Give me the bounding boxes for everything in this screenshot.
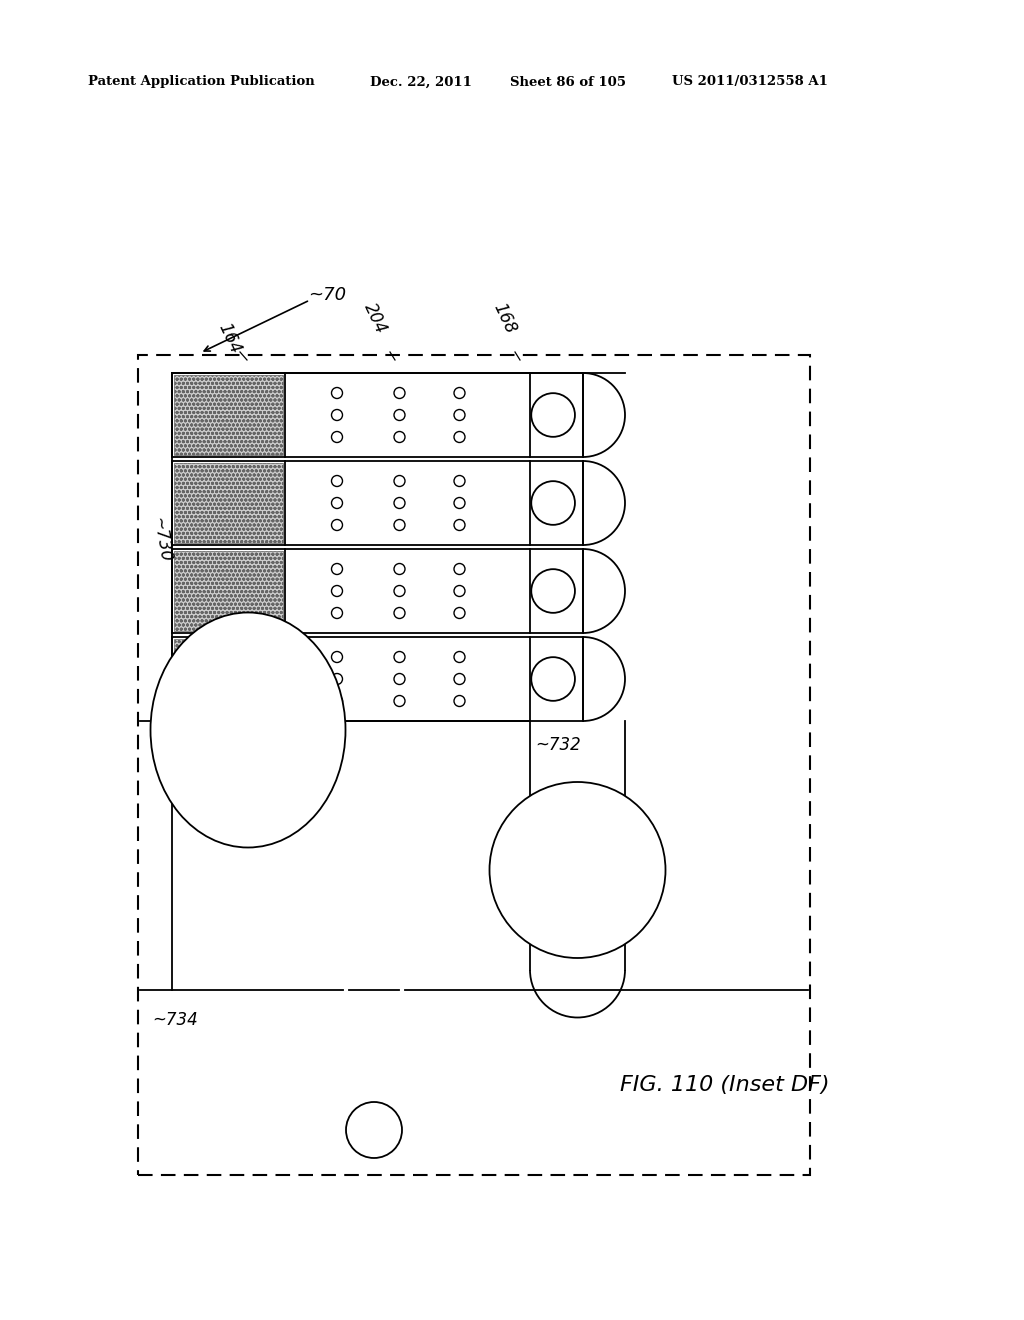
Text: ~730: ~730: [148, 516, 174, 564]
Text: 204: 204: [360, 300, 390, 337]
Ellipse shape: [151, 612, 345, 847]
Text: FIG. 110 (Inset DF): FIG. 110 (Inset DF): [620, 1074, 829, 1096]
Text: 736: 736: [232, 772, 263, 808]
Text: ~70: ~70: [308, 286, 346, 304]
Text: Patent Application Publication: Patent Application Publication: [88, 75, 314, 88]
Text: ~734: ~734: [152, 1011, 198, 1030]
Text: US 2011/0312558 A1: US 2011/0312558 A1: [672, 75, 827, 88]
Bar: [138, 355, 810, 1175]
Bar: [172, 638, 583, 721]
Bar: [174, 463, 283, 543]
Text: ~732: ~732: [535, 737, 581, 754]
Text: 168: 168: [490, 300, 520, 337]
Text: Sheet 86 of 105: Sheet 86 of 105: [510, 75, 626, 88]
Text: 164: 164: [215, 319, 245, 356]
Bar: [172, 461, 583, 545]
Bar: [174, 375, 283, 455]
Text: Dec. 22, 2011: Dec. 22, 2011: [370, 75, 472, 88]
Bar: [174, 550, 283, 631]
Circle shape: [346, 1102, 402, 1158]
Circle shape: [489, 781, 666, 958]
Bar: [174, 639, 283, 719]
Bar: [172, 549, 583, 634]
Bar: [172, 374, 583, 457]
